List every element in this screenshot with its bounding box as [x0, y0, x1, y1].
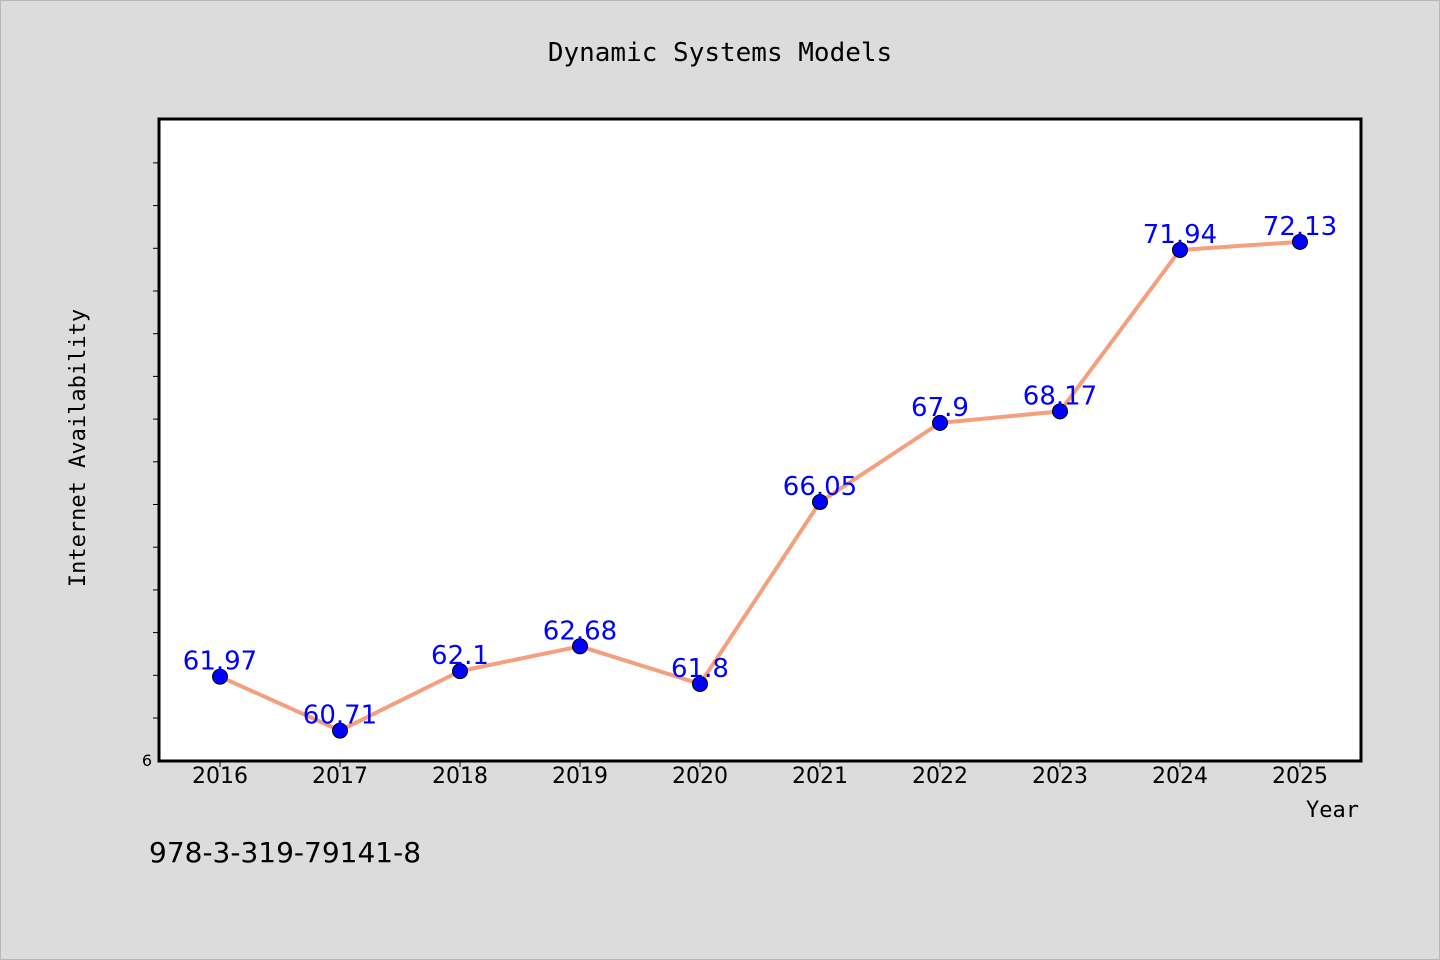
data-label: 72.13 — [1263, 212, 1337, 242]
series-line — [219, 239, 1301, 733]
data-label: 71.94 — [1143, 220, 1217, 250]
x-axis-ticks: 2016 2017 2018 2019 2020 2021 2022 2023 2024 2025 — [192, 761, 1328, 789]
x-axis-title: Year — [1306, 798, 1359, 823]
data-label: 68.17 — [1023, 381, 1097, 411]
x-tick-label: 2018 — [432, 764, 488, 789]
x-tick-label: 2021 — [792, 764, 848, 789]
data-label: 61.8 — [671, 654, 729, 684]
data-label: 62.68 — [543, 616, 617, 646]
x-tick-label: 2022 — [912, 764, 968, 789]
y-axis-ticks — [153, 162, 159, 719]
data-point-marker — [692, 675, 708, 692]
x-tick-label: 2020 — [672, 764, 728, 789]
chart-title: Dynamic Systems Models — [548, 38, 892, 68]
data-point-marker — [1292, 233, 1308, 250]
x-tick-label: 2024 — [1152, 764, 1208, 789]
series-layer: 61.97 60.71 62.1 62.68 61.8 66.05 67.9 68.17 71.… — [183, 212, 1337, 739]
y-axis-title: Internet Availability — [66, 309, 91, 587]
data-point-marker — [212, 668, 228, 685]
plot-area — [157, 117, 1363, 763]
y-axis-min-label: 6 — [142, 751, 152, 770]
data-point-marker — [1172, 241, 1188, 258]
data-label: 60.71 — [303, 701, 377, 731]
data-label: 66.05 — [783, 472, 857, 502]
x-tick-label: 2023 — [1032, 764, 1088, 789]
isbn-text: 978-3-319-79141-8 — [149, 836, 421, 869]
data-label: 67.9 — [911, 393, 969, 423]
x-tick-label: 2017 — [312, 764, 368, 789]
data-label: 61.97 — [183, 647, 257, 677]
data-point-marker — [932, 414, 948, 431]
data-point-marker — [1052, 403, 1068, 420]
data-point-marker — [452, 663, 468, 680]
data-label: 62.1 — [431, 641, 489, 671]
data-point-marker — [812, 494, 828, 511]
x-tick-label: 2025 — [1272, 764, 1328, 789]
data-point-marker — [332, 722, 348, 739]
x-tick-label: 2016 — [192, 764, 248, 789]
x-tick-label: 2019 — [552, 764, 608, 789]
data-point-marker — [572, 638, 588, 655]
